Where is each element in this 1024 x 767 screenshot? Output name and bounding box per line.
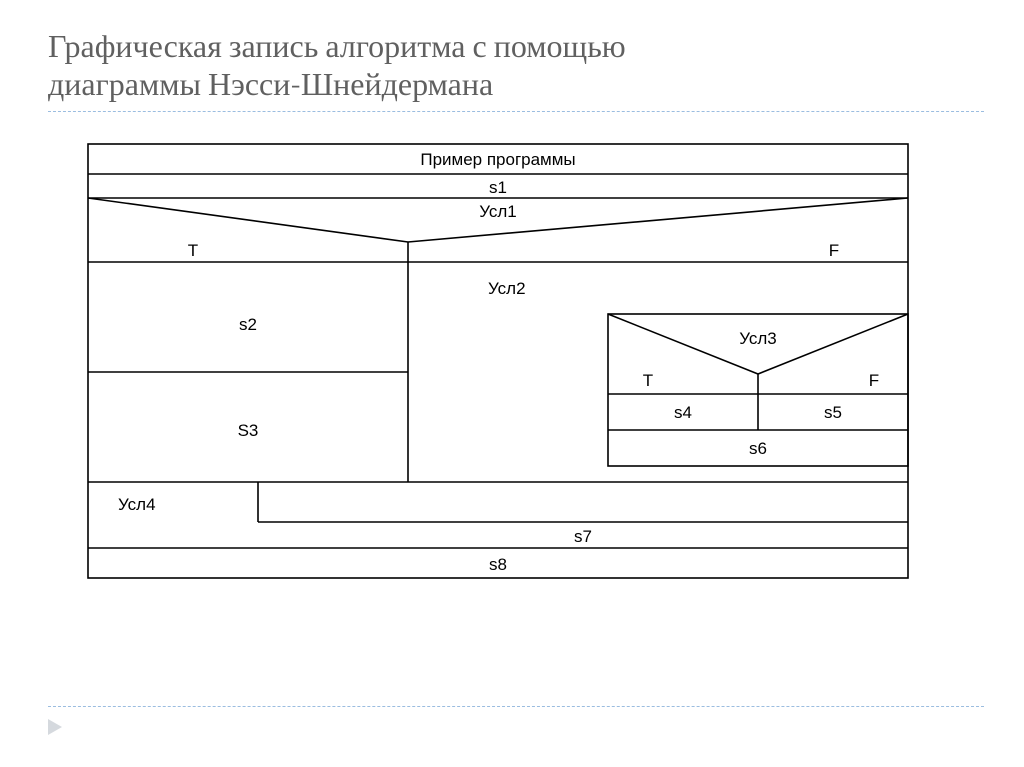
lbl-cond3: Усл3: [739, 329, 777, 348]
lbl-cond1-t: T: [188, 241, 198, 260]
title-line-1: Графическая запись алгоритма с помощью: [48, 28, 626, 65]
lbl-cond2: Усл2: [488, 279, 526, 298]
lbl-cond3-t: T: [643, 371, 653, 390]
ns-diagram: Пример программы s1 Усл1 T F Усл2 s2 S3 …: [78, 134, 938, 604]
title-divider: [48, 111, 984, 112]
lbl-s1: s1: [489, 178, 507, 197]
lbl-s4: s4: [674, 403, 692, 422]
lbl-s7: s7: [574, 527, 592, 546]
lbl-cond1: Усл1: [479, 202, 517, 221]
lbl-s8: s8: [489, 555, 507, 574]
lbl-header: Пример программы: [420, 150, 575, 169]
bottom-divider: [48, 706, 984, 707]
lbl-cond1-f: F: [829, 241, 839, 260]
lbl-cond3-f: F: [869, 371, 879, 390]
lbl-s2: s2: [239, 315, 257, 334]
lbl-s5: s5: [824, 403, 842, 422]
slide-title: Графическая запись алгоритма с помощью д…: [48, 28, 984, 105]
slide-nav-icon: [48, 719, 62, 735]
lbl-cond4: Усл4: [118, 495, 156, 514]
title-line-2: диаграммы Нэсси-Шнейдермана: [48, 66, 493, 103]
lbl-s3: S3: [238, 421, 259, 440]
lbl-s6: s6: [749, 439, 767, 458]
